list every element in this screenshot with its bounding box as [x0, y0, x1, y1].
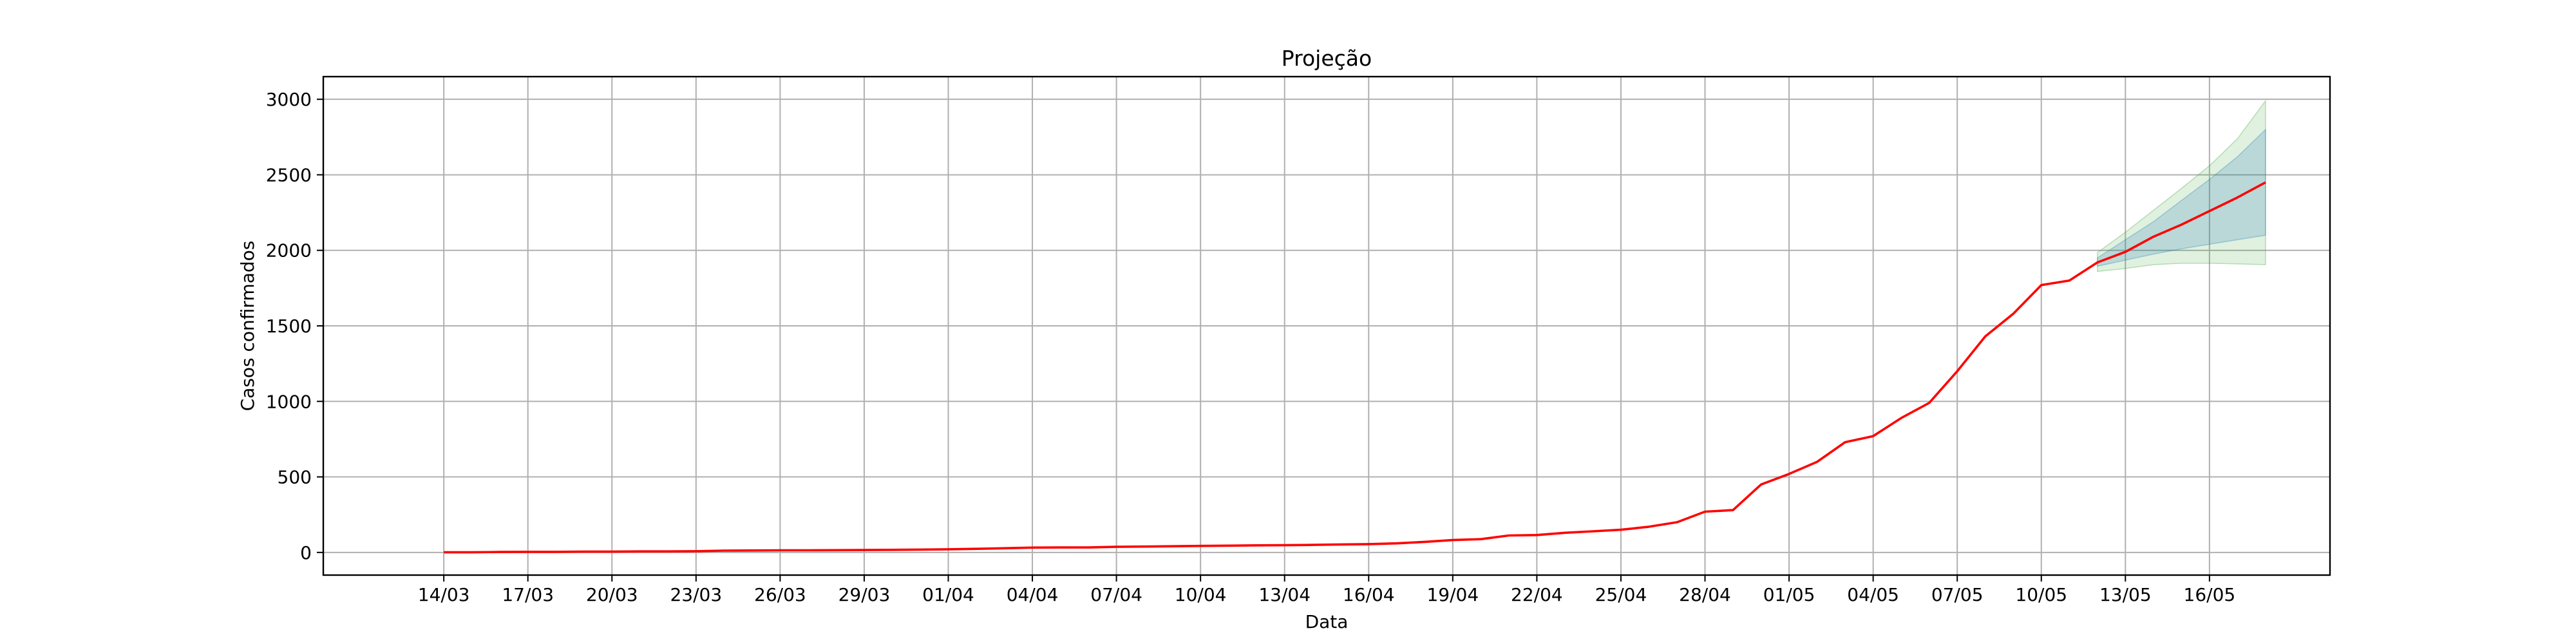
grid-lines — [323, 77, 2330, 575]
x-tick-label: 28/04 — [1679, 584, 1731, 605]
y-tick-label: 3000 — [266, 89, 312, 110]
x-tick-label: 20/03 — [586, 584, 638, 605]
x-tick-label: 25/04 — [1595, 584, 1647, 605]
chart-title: Projeção — [1282, 46, 1372, 71]
x-tick-label: 13/05 — [2099, 584, 2152, 605]
x-tick-label: 07/04 — [1090, 584, 1142, 605]
x-tick-label: 10/05 — [2015, 584, 2067, 605]
x-tick-label: 17/03 — [502, 584, 554, 605]
x-tick-label: 26/03 — [754, 584, 806, 605]
x-tick-label: 23/03 — [670, 584, 722, 605]
y-tick-label: 2500 — [266, 164, 312, 185]
x-tick-label: 07/05 — [1931, 584, 1984, 605]
x-axis-ticks: 14/03 17/03 20/03 23/03 26/03 29/03 01/04 04/04… — [418, 575, 2235, 605]
y-tick-label: 2000 — [266, 240, 312, 261]
x-tick-label: 29/03 — [838, 584, 891, 605]
x-tick-label: 10/04 — [1175, 584, 1227, 605]
outer-projection-band — [2097, 99, 2266, 272]
x-tick-label: 01/04 — [922, 584, 974, 605]
inner-projection-band — [2097, 128, 2266, 267]
y-tick-label: 0 — [300, 542, 312, 564]
x-tick-label: 04/05 — [1847, 584, 1899, 605]
x-tick-label: 19/04 — [1426, 584, 1479, 605]
x-tick-label: 22/04 — [1511, 584, 1563, 605]
x-tick-label: 13/04 — [1258, 584, 1311, 605]
y-tick-label: 1000 — [266, 391, 312, 412]
series-layer — [444, 181, 2266, 554]
y-tick-label: 1500 — [266, 316, 312, 337]
x-tick-label: 01/05 — [1763, 584, 1815, 605]
x-axis-label: Data — [1305, 611, 1349, 632]
projection-bands — [2097, 99, 2266, 272]
y-axis-label: Casos confirmados — [237, 241, 258, 412]
y-tick-label: 500 — [278, 467, 312, 488]
x-tick-label: 04/04 — [1007, 584, 1059, 605]
x-tick-label: 14/03 — [418, 584, 470, 605]
x-tick-label: 16/05 — [2184, 584, 2236, 605]
confirmed-cases-line — [444, 181, 2266, 554]
x-tick-label: 16/04 — [1343, 584, 1395, 605]
y-axis-ticks: 0 500 1000 1500 2000 2500 3000 — [266, 89, 323, 564]
